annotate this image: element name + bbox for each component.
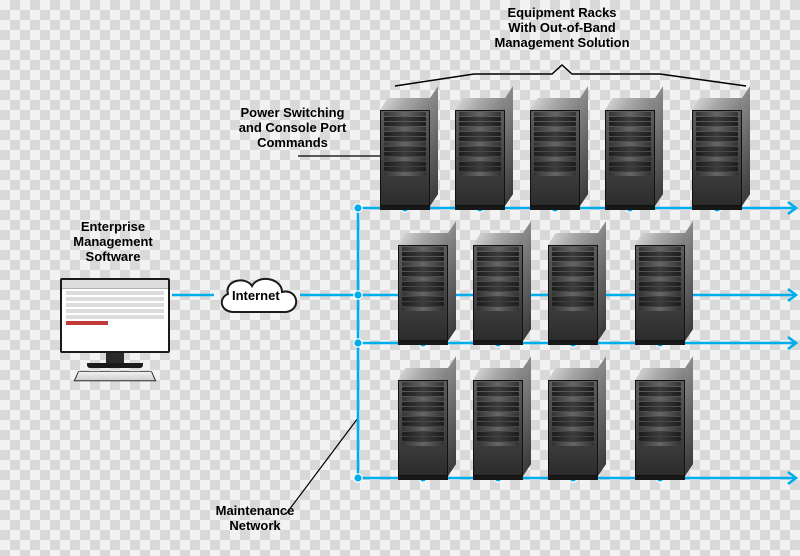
title-equipment-racks: Equipment RacksWith Out-of-BandManagemen… [442,6,682,51]
server-rack [473,233,523,341]
server-rack [380,98,430,206]
server-rack [455,98,505,206]
server-rack [692,98,742,206]
server-rack [473,368,523,476]
server-rack [530,98,580,206]
label-maintenance-network: MaintenanceNetwork [190,504,320,534]
server-rack [635,368,685,476]
server-rack [635,233,685,341]
label-enterprise-software: EnterpriseManagementSoftware [38,220,188,265]
management-computer-icon [60,278,170,382]
server-rack [605,98,655,206]
server-rack [548,368,598,476]
label-internet: Internet [232,288,280,303]
server-rack [398,368,448,476]
server-rack [548,233,598,341]
label-power-switching: Power Switchingand Console PortCommands [210,106,375,151]
server-rack [398,233,448,341]
